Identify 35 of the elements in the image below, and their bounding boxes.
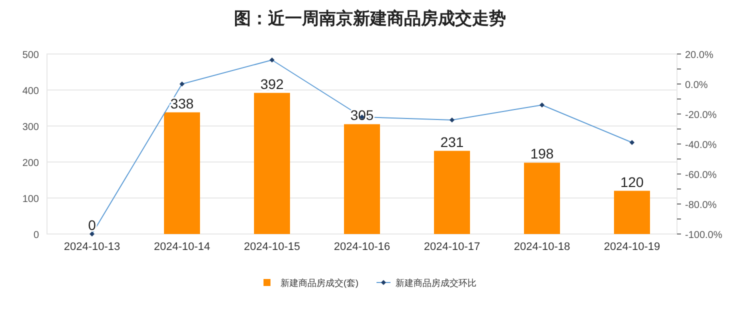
y-tick-label: 200 <box>22 158 40 169</box>
x-tick-label: 2024-10-14 <box>154 241 210 253</box>
data-label: 198 <box>530 146 554 162</box>
y-tick-label: 100 <box>22 194 40 205</box>
bar <box>614 190 650 234</box>
y2-tick-label: 0.0% <box>685 80 708 91</box>
y2-tick-label: -20.0% <box>685 110 717 121</box>
y2-tick-label: -60.0% <box>685 170 717 181</box>
x-tick-label: 2024-10-15 <box>244 241 300 253</box>
legend-label: 新建商品房成交(套) <box>280 278 358 288</box>
y2-tick-label: -80.0% <box>685 200 717 211</box>
x-tick-label: 2024-10-18 <box>514 241 570 253</box>
data-label: 338 <box>170 95 194 112</box>
chart-title: 图：近一周南京新建商品房成交走势 <box>234 9 506 28</box>
data-label: 392 <box>260 76 284 92</box>
data-label: 0 <box>88 217 96 233</box>
data-label: 120 <box>620 174 644 190</box>
y-tick-label: 300 <box>22 122 40 133</box>
y2-tick-label: -100.0% <box>685 230 722 241</box>
bar <box>164 112 200 234</box>
y2-tick-label: 20.0% <box>685 50 714 61</box>
x-tick-label: 2024-10-13 <box>64 241 120 253</box>
y-tick-label: 400 <box>22 86 40 97</box>
data-label: 231 <box>440 134 464 150</box>
x-tick-label: 2024-10-19 <box>604 241 660 253</box>
x-tick-label: 2024-10-16 <box>334 241 390 253</box>
x-tick-label: 2024-10-17 <box>424 241 480 253</box>
bar <box>254 92 290 234</box>
y2-tick-label: -40.0% <box>685 140 717 151</box>
bar <box>524 162 560 234</box>
y-tick-label: 500 <box>22 50 40 61</box>
legend-label: 新建商品房成交环比 <box>396 278 476 288</box>
bar <box>434 150 470 234</box>
bar <box>344 124 380 234</box>
y-tick-label: 0 <box>33 230 40 241</box>
